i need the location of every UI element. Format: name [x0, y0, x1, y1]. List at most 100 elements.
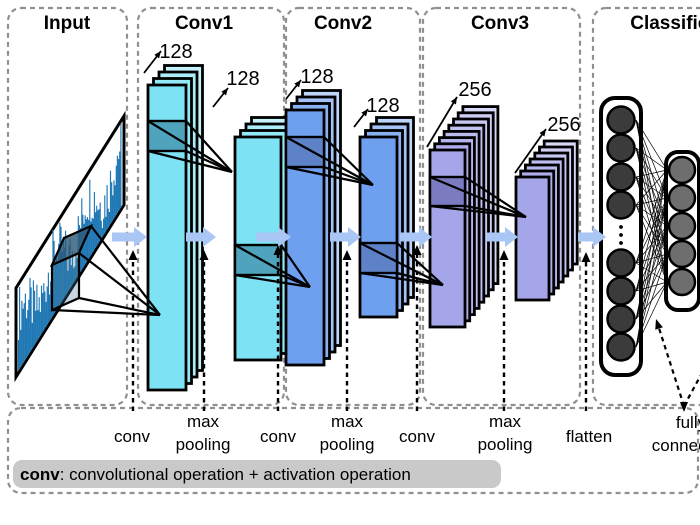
fc-connection-line — [635, 281, 668, 348]
op-arrow-head — [199, 250, 209, 260]
neuron-output — [667, 239, 697, 269]
depth-arrow — [285, 79, 302, 100]
op-label-max-pooling-3: max pooling — [478, 412, 533, 454]
input-signal — [14, 110, 161, 383]
section-title-conv3: Conv3 — [471, 13, 529, 34]
conv-projection-line — [396, 242, 444, 286]
neuron-hidden — [606, 162, 636, 192]
op-label-flatten: flatten — [566, 427, 612, 446]
conv-projection-line — [396, 271, 444, 287]
conv-projection-line — [234, 244, 311, 288]
section-title-conv1: Conv1 — [175, 13, 234, 34]
fc-connection-line — [635, 225, 668, 348]
conv-projection-line — [185, 149, 233, 174]
fc-annotation-arrows — [655, 319, 700, 412]
conv-projection-line — [78, 252, 161, 316]
feature-map-sheet — [514, 175, 551, 302]
conv-projection-line — [78, 296, 161, 317]
neuron-hidden — [606, 133, 636, 163]
feature-map-stack-conv3-2 — [514, 139, 579, 302]
fc-connection-line — [635, 169, 668, 264]
feature-map-stacks — [146, 64, 579, 392]
depth-arrow-head — [361, 109, 368, 117]
depth-arrow — [353, 108, 369, 128]
conv-kernel-window — [284, 135, 374, 187]
conv-projection-line — [464, 176, 527, 218]
op-label-fc-line2: connected — [652, 436, 700, 455]
op-label-fully-connected: fully connected — [652, 413, 700, 455]
fc-connection-line — [635, 169, 668, 348]
conv-projection-line — [234, 273, 311, 289]
flow-arrow — [487, 227, 518, 247]
kernel-band — [284, 135, 326, 169]
section-box-conv2 — [284, 6, 422, 407]
channel-label-conv1-a: 128 — [159, 41, 192, 63]
flow-arrow — [578, 227, 606, 247]
neuron-output — [667, 155, 697, 185]
fc-arrow-right — [683, 374, 700, 407]
op-label-conv3: conv — [399, 427, 435, 446]
flow-arrow — [400, 227, 432, 247]
feature-map-stack-conv1-1 — [146, 64, 204, 392]
op-arrow-head — [273, 245, 283, 255]
depth-arrow-line — [514, 128, 547, 174]
conv-projection-line — [185, 120, 233, 173]
fc-connection-line — [635, 197, 668, 348]
depth-arrow-head — [221, 88, 228, 96]
channel-label-conv1-b: 128 — [226, 68, 259, 90]
depth-arrow — [514, 128, 547, 174]
input-projection-lines — [51, 225, 161, 317]
op-arrow — [412, 245, 422, 411]
fc-arrow-vertex-head — [680, 402, 688, 412]
conv-kernel-windows — [146, 119, 527, 289]
ellipsis-dot — [619, 233, 623, 237]
neuron-hidden — [606, 276, 636, 306]
conv-projection-line — [285, 165, 374, 187]
fully-connected-lines — [635, 119, 668, 348]
fc-arrow-left — [655, 321, 686, 407]
neuron-output — [667, 183, 697, 213]
section-title-input: Input — [44, 13, 91, 34]
fc-connection-line — [635, 169, 668, 178]
op-label-max-pooling-2: max pooling — [320, 412, 375, 454]
conv-kernel-window — [233, 243, 311, 289]
op-label-pool3-line2: pooling — [478, 435, 533, 454]
op-arrow-head — [499, 250, 509, 260]
conv-projection-line — [323, 165, 374, 187]
fc-connection-line — [635, 147, 668, 171]
conv-kernel-window — [358, 241, 444, 287]
flow-arrow — [186, 227, 216, 247]
conv-projection-line — [280, 273, 311, 289]
legend-definition: : convolutional operation + activation o… — [60, 465, 411, 484]
depth-arrow-head — [539, 129, 546, 137]
conv-projection-line — [280, 244, 311, 288]
section-title-conv2: Conv2 — [314, 13, 372, 34]
flow-arrow — [256, 227, 291, 247]
op-label-conv1: conv — [114, 427, 150, 446]
neuron-hidden — [606, 304, 636, 334]
depth-arrow-head — [450, 97, 457, 105]
classifier — [599, 96, 700, 377]
feature-map-stack-conv2-2 — [358, 116, 415, 319]
op-label-pool1-line1: max — [187, 412, 220, 431]
neuron-hidden — [606, 332, 636, 362]
fc-connection-line — [635, 253, 668, 348]
depth-arrow — [143, 50, 162, 74]
channel-label-conv2-a: 128 — [300, 66, 333, 88]
op-label-conv2: conv — [260, 427, 296, 446]
op-arrow — [273, 245, 283, 411]
op-label-pool1-line2: pooling — [176, 435, 231, 454]
feature-map-stack-conv2-1 — [284, 89, 342, 367]
op-arrow — [499, 250, 509, 411]
fc-connection-line — [635, 169, 668, 320]
conv-kernel-window — [428, 175, 527, 219]
conv-kernel-window — [146, 119, 233, 174]
op-label-pool3-line1: max — [489, 412, 522, 431]
channel-label-arrows — [143, 50, 547, 174]
conv-projection-line — [51, 308, 161, 317]
legend-term: conv — [20, 465, 60, 484]
section-box-input — [6, 6, 129, 407]
kernel-band — [428, 175, 467, 208]
neuron-hidden — [606, 105, 636, 135]
section-box-conv3 — [421, 6, 582, 407]
